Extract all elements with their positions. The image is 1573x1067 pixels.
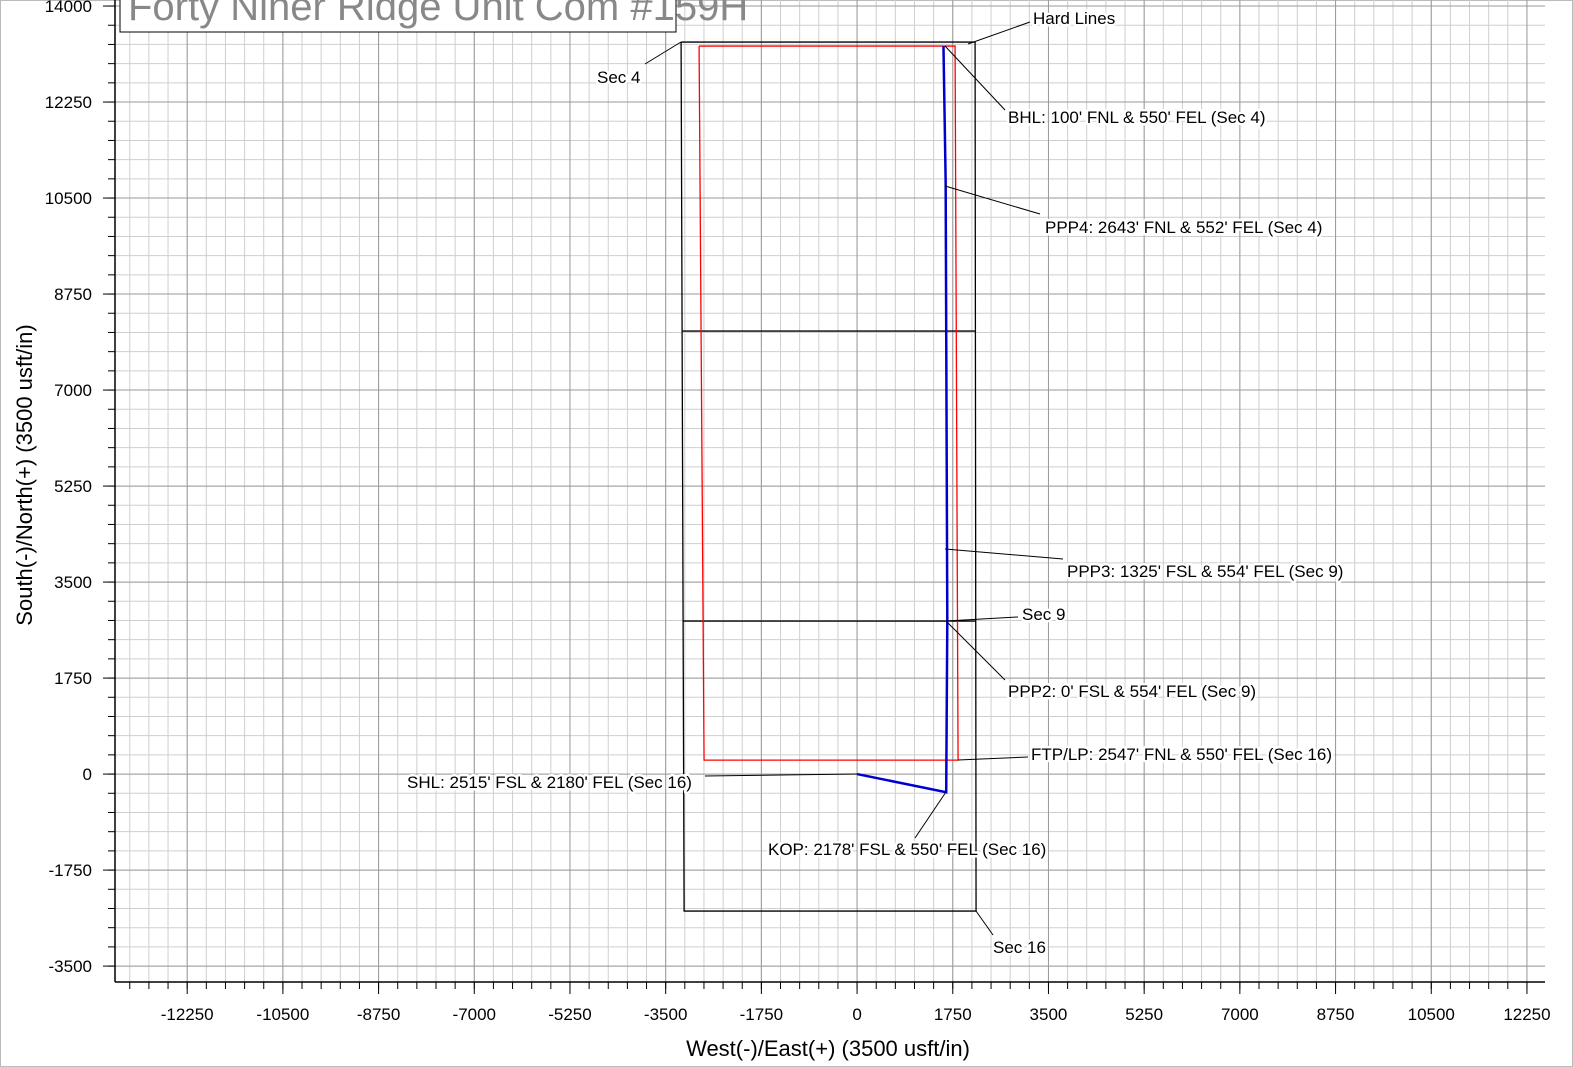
annotation: Sec 16 <box>993 938 1046 957</box>
annotation: PPP3: 1325' FSL & 554' FEL (Sec 9) <box>1067 562 1343 581</box>
chart-title: Forty Niner Ridge Unit Com #159H <box>128 0 748 29</box>
leader-line <box>945 616 1019 622</box>
x-tick-label: 10500 <box>1408 1005 1455 1024</box>
x-tick-label: 0 <box>852 1005 861 1024</box>
y-tick-label: 1750 <box>54 669 92 688</box>
leader-line <box>914 791 947 839</box>
grid <box>103 0 1545 994</box>
x-tick-label: 12250 <box>1503 1005 1550 1024</box>
annotation: PPP2: 0' FSL & 554' FEL (Sec 9) <box>1008 682 1256 701</box>
leader-line <box>944 45 1006 111</box>
y-tick-label: 0 <box>83 765 92 784</box>
x-tick-label: -10500 <box>256 1005 309 1024</box>
x-tick-label: 7000 <box>1221 1005 1259 1024</box>
x-tick-label: 1750 <box>934 1005 972 1024</box>
leader-line <box>945 620 1006 681</box>
y-tick-label: 8750 <box>54 285 92 304</box>
annotation: Sec 9 <box>1022 605 1065 624</box>
x-axis-label: West(-)/East(+) (3500 usft/in) <box>686 1036 970 1061</box>
annotation: KOP: 2178' FSL & 550' FEL (Sec 16) <box>768 840 1046 859</box>
x-tick-label: -5250 <box>548 1005 591 1024</box>
leader-line <box>704 773 858 777</box>
x-tick-label: 5250 <box>1125 1005 1163 1024</box>
y-tick-label: -1750 <box>49 861 92 880</box>
leader-line <box>944 185 1041 215</box>
y-axis-label: South(-)/North(+) (3500 usft/in) <box>12 324 37 625</box>
x-tick-label: -12250 <box>161 1005 214 1024</box>
y-tick-label: 14000 <box>45 0 92 16</box>
x-tick-label: -7000 <box>453 1005 496 1024</box>
leader-line <box>944 548 1064 560</box>
x-tick-label: 3500 <box>1030 1005 1068 1024</box>
plot-marks <box>644 21 1064 936</box>
annotation: PPP4: 2643' FNL & 552' FEL (Sec 4) <box>1045 218 1322 237</box>
leader-line <box>975 910 994 936</box>
annotation: Hard Lines <box>1033 9 1115 28</box>
annotation: FTP/LP: 2547' FNL & 550' FEL (Sec 16) <box>1031 745 1332 764</box>
y-tick-label: 10500 <box>45 189 92 208</box>
y-tick-label: 12250 <box>45 93 92 112</box>
y-tick-label: 7000 <box>54 381 92 400</box>
y-tick-label: 3500 <box>54 573 92 592</box>
x-tick-label: -8750 <box>357 1005 400 1024</box>
y-tick-label: 5250 <box>54 477 92 496</box>
x-tick-label: -3500 <box>644 1005 687 1024</box>
x-tick-label: 8750 <box>1317 1005 1355 1024</box>
leader-line <box>644 41 682 65</box>
leader-line <box>957 756 1029 761</box>
annotation: BHL: 100' FNL & 550' FEL (Sec 4) <box>1008 108 1266 127</box>
x-tick-label: -1750 <box>740 1005 783 1024</box>
leader-line <box>967 21 1031 45</box>
annotation: SHL: 2515' FSL & 2180' FEL (Sec 16) <box>407 773 692 792</box>
annotation: Sec 4 <box>597 68 640 87</box>
labels: -12250 -10500 -8750 -7000 -5250 -3500 -1750 0 17… <box>45 0 1551 1024</box>
y-tick-label: -3500 <box>49 957 92 976</box>
title-box <box>119 0 677 33</box>
